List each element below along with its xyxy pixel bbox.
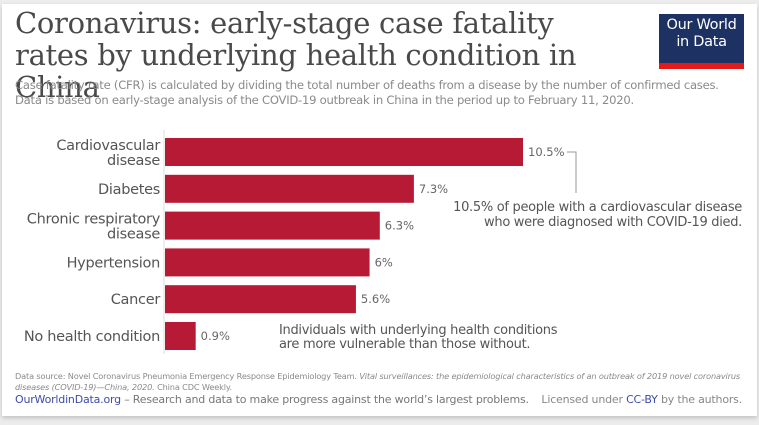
subtitle-line-2: Data is based on early-stage analysis of…: [15, 93, 634, 107]
annotation-no-condition-line-2: are more vulnerable than those without.: [279, 337, 530, 352]
bars-group: [165, 138, 523, 350]
footer-tagline: OurWorldinData.org – Research and data t…: [15, 393, 529, 406]
annotations-group: 10.5% of people with a cardiovascular di…: [279, 151, 743, 352]
license-note: Licensed under CC-BY by the authors.: [541, 393, 742, 406]
chart-subtitle: Case fatality rate (CFR) is calculated b…: [15, 78, 745, 108]
site-tagline: – Research and data to make progress aga…: [120, 393, 529, 406]
source-title: Vital surveillances: the epidemiological…: [15, 371, 741, 392]
bar-hypertension[interactable]: [165, 248, 370, 277]
value-label-cancer: 5.6%: [361, 292, 390, 306]
value-label-hypertension: 6%: [375, 255, 393, 269]
category-label-chronic-respiratory-disease-line-1: Chronic respiratory: [27, 212, 161, 228]
value-label-diabetes: 7.3%: [419, 182, 448, 196]
value-label-chronic-respiratory-disease: 6.3%: [385, 219, 414, 233]
bar-no-health-condition[interactable]: [165, 322, 196, 350]
annotation-cardiovascular-line-2: who were diagnosed with COVID-19 died.: [484, 215, 742, 230]
license-suffix: by the authors.: [657, 393, 742, 406]
value-label-no-health-condition: 0.9%: [201, 329, 230, 343]
value-labels-group: 10.5% 7.3% 6.3% 6% 5.6% 0.9%: [201, 145, 565, 343]
category-label-chronic-respiratory-disease-line-2: disease: [107, 227, 160, 243]
category-label-diabetes: Diabetes: [98, 182, 160, 198]
logo-accent-bar: [659, 63, 744, 69]
annotation-no-condition-line-1: Individuals with underlying health condi…: [279, 323, 558, 338]
source-suffix: China CDC Weekly.: [154, 382, 232, 392]
license-link[interactable]: CC-BY: [626, 393, 658, 406]
license-prefix: Licensed under: [541, 393, 627, 406]
category-label-cardiovascular-disease-line-1: Cardiovascular: [56, 138, 160, 154]
category-label-cancer: Cancer: [111, 292, 161, 308]
subtitle-line-1: Case fatality rate (CFR) is calculated b…: [15, 78, 719, 92]
logo-line-1: Our World: [666, 17, 737, 33]
site-link[interactable]: OurWorldinData.org: [15, 393, 121, 406]
bar-cancer[interactable]: [165, 285, 356, 314]
logo-line-2: in Data: [676, 34, 727, 50]
annotation-connector: [567, 151, 577, 193]
annotation-cardiovascular-line-1: 10.5% of people with a cardiovascular di…: [453, 200, 742, 215]
owid-logo[interactable]: Our World in Data: [659, 14, 744, 69]
value-label-cardiovascular-disease: 10.5%: [528, 145, 565, 159]
chart-card: [2, 4, 757, 416]
source-prefix: Data source: Novel Coronavirus Pneumonia…: [15, 371, 360, 381]
category-label-cardiovascular-disease-line-2: disease: [107, 153, 160, 169]
bar-cardiovascular-disease[interactable]: [165, 138, 523, 166]
bar-diabetes[interactable]: [165, 174, 414, 203]
category-label-hypertension: Hypertension: [67, 255, 160, 271]
bar-chronic-respiratory-disease[interactable]: [165, 211, 380, 240]
data-source: Data source: Novel Coronavirus Pneumonia…: [15, 371, 745, 393]
chart-title: Coronavirus: early-stage case fatality r…: [15, 6, 577, 104]
category-label-no-health-condition: No health condition: [24, 329, 160, 345]
